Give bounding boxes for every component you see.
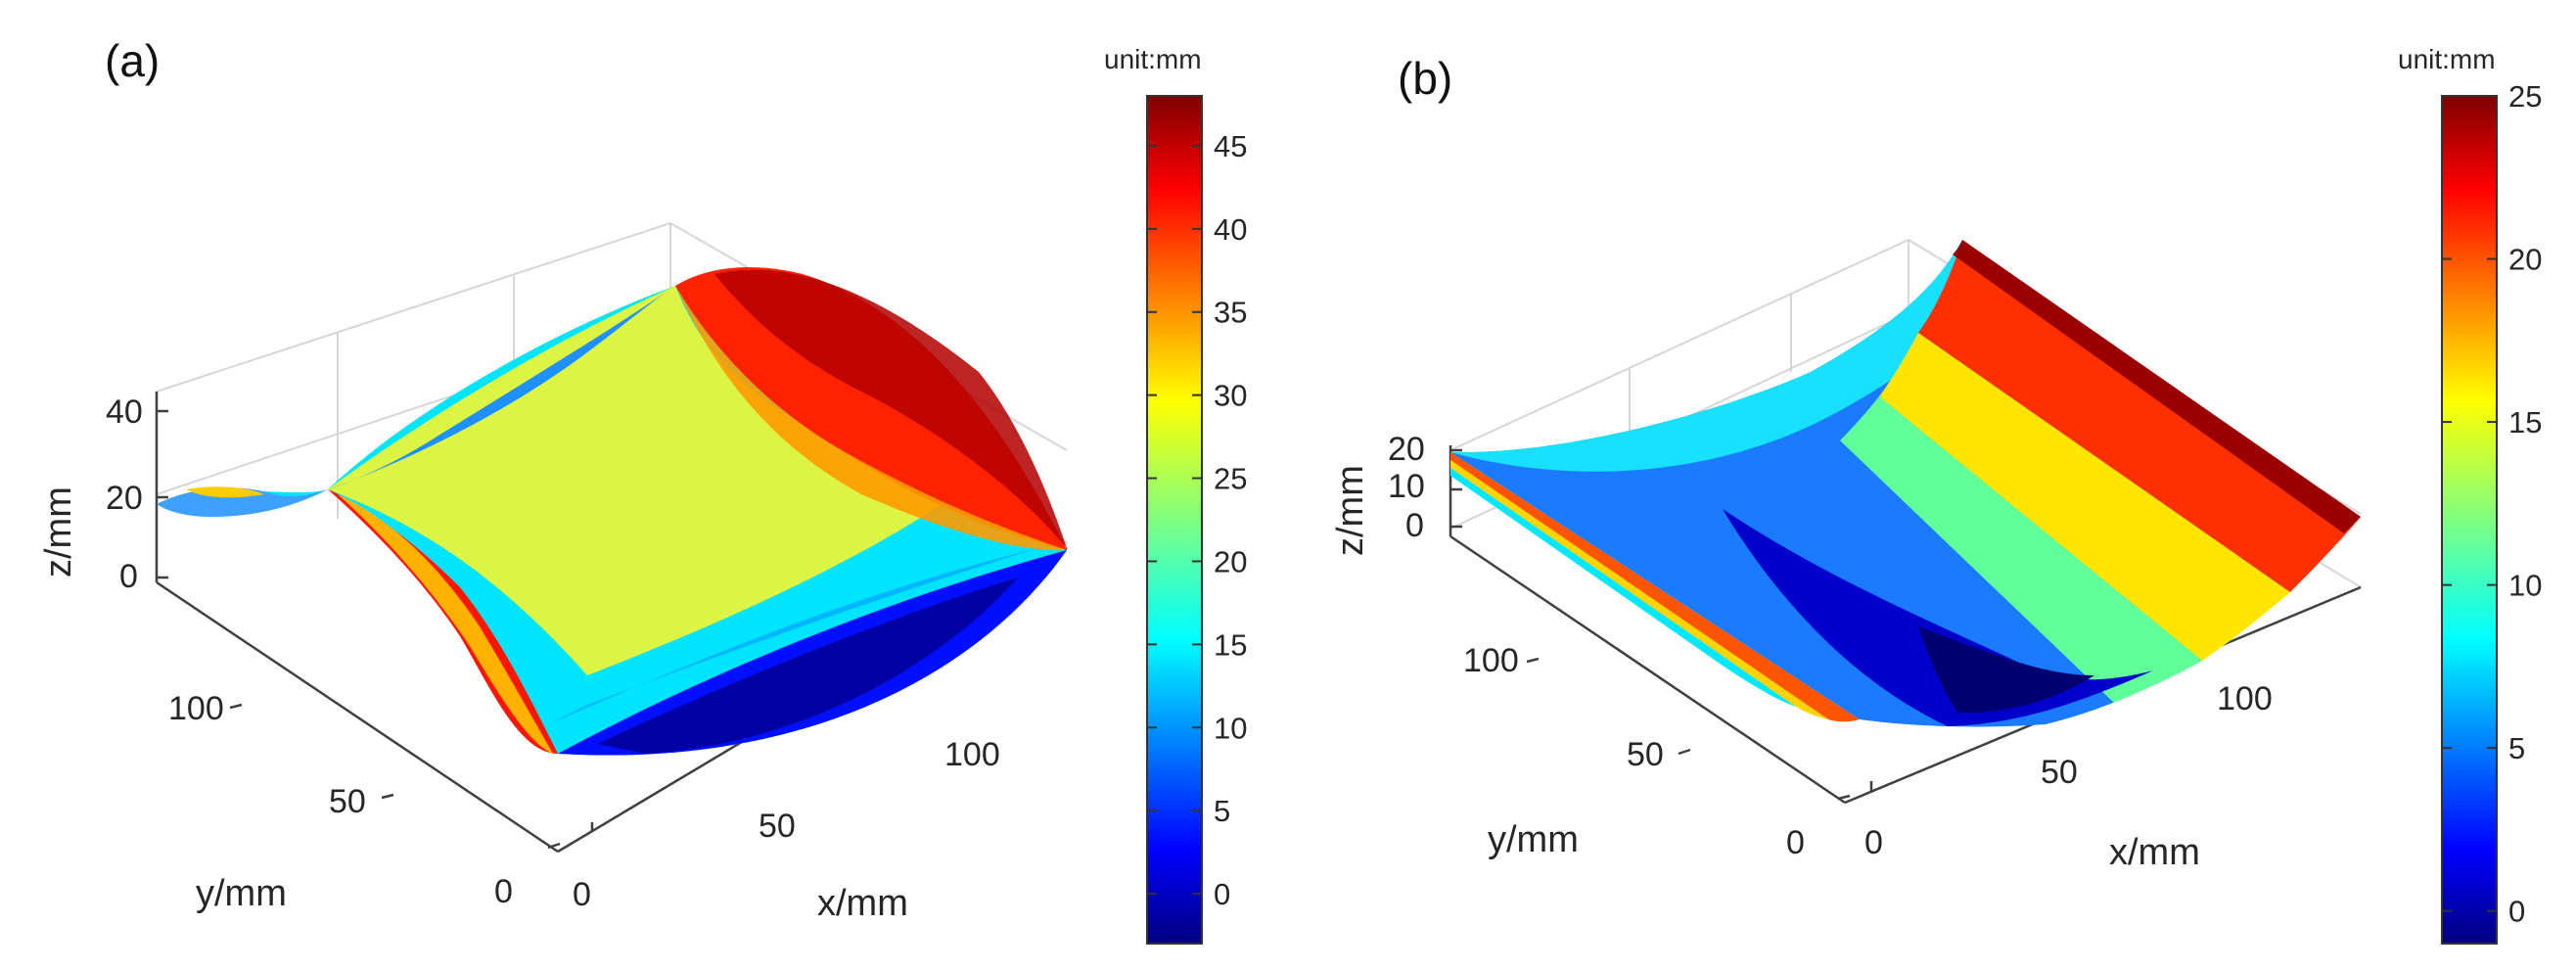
panel-b-x-ticks: 0 50 100 bbox=[1864, 680, 2273, 861]
panel-a-colorbar-ticks: 0 5 10 15 20 25 30 35 40 45 bbox=[1147, 129, 1247, 911]
panel-b: (b) bbox=[1330, 44, 2542, 945]
panel-a-colorbar-ticklabel-5: 5 bbox=[1214, 794, 1230, 828]
panel-b-zt-20: 20 bbox=[1388, 431, 1425, 468]
panel-a-xt-0: 0 bbox=[573, 876, 591, 913]
panel-b-xt-0: 0 bbox=[1864, 824, 1883, 861]
panel-a-yt-100: 100 bbox=[168, 690, 224, 727]
panel-a-yt-0: 0 bbox=[494, 873, 513, 910]
panel-b-xt-100: 100 bbox=[2217, 680, 2273, 717]
panel-a-xt-100: 100 bbox=[944, 736, 1000, 773]
panel-b-colorbar-ticklabel-15: 15 bbox=[2508, 405, 2542, 439]
panel-a-colorbar-ticklabel-30: 30 bbox=[1214, 379, 1247, 413]
panel-a-y-ticks: 100 50 0 bbox=[168, 690, 513, 910]
panel-b-yt-50: 50 bbox=[1627, 736, 1664, 773]
panel-b-surface bbox=[1450, 240, 2361, 727]
panel-a-zt-40: 40 bbox=[106, 393, 143, 431]
panel-b-colorbar-ticklabel-0: 0 bbox=[2508, 895, 2525, 929]
panel-a-label: (a) bbox=[105, 35, 160, 86]
panel-a-colorbar-ticklabel-10: 10 bbox=[1214, 711, 1247, 745]
panel-b-colorbar-bar bbox=[2441, 95, 2498, 945]
panel-a-colorbar-bar bbox=[1146, 95, 1203, 945]
panel-b-colorbar: unit:mm 0 5 10 15 20 25 bbox=[2398, 44, 2542, 945]
panel-b-y-ticks: 100 50 0 bbox=[1463, 642, 1805, 861]
panel-b-z-ticks: 20 10 0 bbox=[1388, 431, 1425, 544]
panel-a-zt-20: 20 bbox=[106, 480, 143, 517]
panel-a-colorbar-ticklabel-20: 20 bbox=[1214, 544, 1247, 578]
panel-a-colorbar-ticklabel-15: 15 bbox=[1214, 627, 1247, 662]
panel-a-colorbar-ticklabel-0: 0 bbox=[1214, 877, 1230, 911]
panel-a-xt-50: 50 bbox=[759, 808, 796, 845]
panel-a-colorbar-ticklabel-40: 40 bbox=[1214, 212, 1247, 247]
panel-a-colorbar: unit:mm 0 5 10 15 20 25 30 35 40 45 bbox=[1104, 44, 1247, 945]
panel-b-label: (b) bbox=[1398, 53, 1452, 104]
panel-b-zt-0: 0 bbox=[1405, 507, 1424, 544]
panel-a-colorbar-ticklabel-45: 45 bbox=[1214, 129, 1247, 163]
panel-b-colorbar-ticklabel-25: 25 bbox=[2508, 79, 2542, 114]
panel-b-xt-50: 50 bbox=[2041, 754, 2078, 791]
panel-b-yt-100: 100 bbox=[1463, 642, 1519, 679]
panel-a-x-ticks: 0 50 100 bbox=[573, 736, 1000, 913]
panel-a-yt-50: 50 bbox=[329, 783, 366, 820]
panel-a-xlabel: x/mm bbox=[817, 883, 908, 924]
panel-b-colorbar-title: unit:mm bbox=[2398, 44, 2496, 74]
panel-b-zt-10: 10 bbox=[1388, 468, 1425, 505]
panel-b-zlabel: z/mm bbox=[1330, 465, 1371, 556]
panel-b-colorbar-ticks: 0 5 10 15 20 25 bbox=[2442, 79, 2542, 929]
panel-b-yt-0: 0 bbox=[1786, 824, 1805, 861]
panel-a-surface bbox=[157, 266, 1067, 756]
panel-b-colorbar-ticklabel-10: 10 bbox=[2508, 569, 2542, 603]
panel-b-colorbar-ticklabel-20: 20 bbox=[2508, 243, 2542, 277]
panel-a-colorbar-ticklabel-25: 25 bbox=[1214, 462, 1247, 496]
panel-a: (a) bbox=[38, 35, 1247, 945]
panel-b-xlabel: x/mm bbox=[2109, 832, 2200, 873]
panel-a-zlabel: z/mm bbox=[38, 486, 79, 578]
panel-a-colorbar-title: unit:mm bbox=[1104, 44, 1202, 74]
panel-b-ylabel: y/mm bbox=[1488, 819, 1579, 860]
panel-a-zt-0: 0 bbox=[119, 558, 138, 595]
panel-a-ylabel: y/mm bbox=[196, 873, 287, 914]
panel-b-colorbar-ticklabel-5: 5 bbox=[2508, 731, 2525, 765]
panel-a-colorbar-ticklabel-35: 35 bbox=[1214, 296, 1247, 330]
panel-a-z-ticks: 40 20 0 bbox=[106, 393, 143, 595]
